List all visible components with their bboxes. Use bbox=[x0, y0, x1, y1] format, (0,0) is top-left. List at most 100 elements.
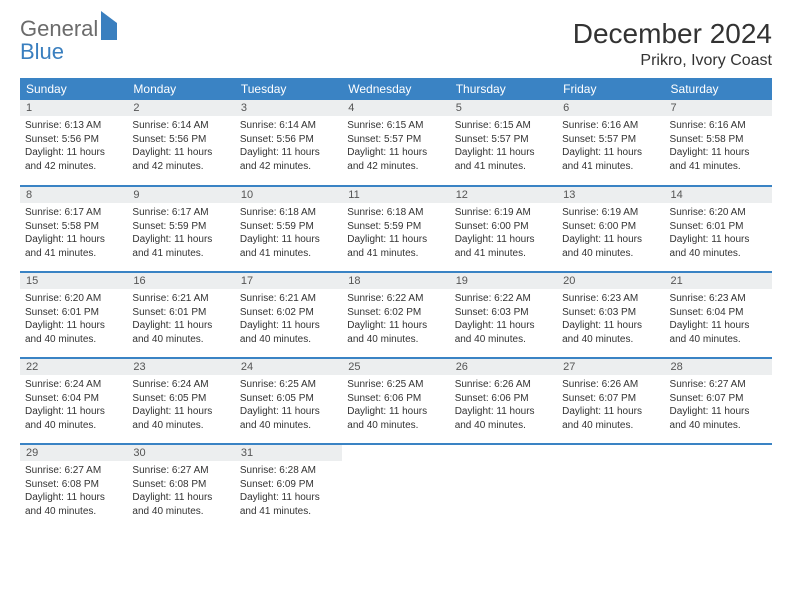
day-number: 10 bbox=[235, 187, 342, 203]
daylight-text: Daylight: 11 hours and 40 minutes. bbox=[240, 406, 320, 431]
daylight-text: Daylight: 11 hours and 40 minutes. bbox=[670, 234, 750, 259]
day-number: 13 bbox=[557, 187, 664, 203]
calendar-cell: 4Sunrise: 6:15 AMSunset: 5:57 PMDaylight… bbox=[342, 100, 449, 186]
calendar-cell: 2Sunrise: 6:14 AMSunset: 5:56 PMDaylight… bbox=[127, 100, 234, 186]
day-number: 25 bbox=[342, 359, 449, 375]
day-number: 17 bbox=[235, 273, 342, 289]
day-details: Sunrise: 6:19 AMSunset: 6:00 PMDaylight:… bbox=[450, 203, 557, 264]
weekday-header: Friday bbox=[557, 78, 664, 100]
daylight-text: Daylight: 11 hours and 41 minutes. bbox=[455, 234, 535, 259]
weekday-header: Wednesday bbox=[342, 78, 449, 100]
sunrise-text: Sunrise: 6:27 AM bbox=[670, 379, 746, 390]
sunrise-text: Sunrise: 6:16 AM bbox=[670, 120, 746, 131]
sunset-text: Sunset: 5:56 PM bbox=[132, 134, 206, 145]
day-details: Sunrise: 6:21 AMSunset: 6:02 PMDaylight:… bbox=[235, 289, 342, 350]
day-details: Sunrise: 6:17 AMSunset: 5:59 PMDaylight:… bbox=[127, 203, 234, 264]
day-number: 16 bbox=[127, 273, 234, 289]
day-details: Sunrise: 6:19 AMSunset: 6:00 PMDaylight:… bbox=[557, 203, 664, 264]
daylight-text: Daylight: 11 hours and 40 minutes. bbox=[132, 406, 212, 431]
day-number: 20 bbox=[557, 273, 664, 289]
sunset-text: Sunset: 5:58 PM bbox=[670, 134, 744, 145]
sunset-text: Sunset: 6:09 PM bbox=[240, 479, 314, 490]
daylight-text: Daylight: 11 hours and 41 minutes. bbox=[240, 492, 320, 517]
header: General Blue December 2024 Prikro, Ivory… bbox=[20, 18, 772, 70]
sunrise-text: Sunrise: 6:19 AM bbox=[562, 207, 638, 218]
calendar-table: Sunday Monday Tuesday Wednesday Thursday… bbox=[20, 78, 772, 530]
sunrise-text: Sunrise: 6:20 AM bbox=[670, 207, 746, 218]
day-number: 31 bbox=[235, 445, 342, 461]
weekday-header: Monday bbox=[127, 78, 234, 100]
sunrise-text: Sunrise: 6:27 AM bbox=[132, 465, 208, 476]
day-details: Sunrise: 6:27 AM Sunset: 6:07 PM Daylight:… bbox=[665, 375, 772, 436]
calendar-row: 22Sunrise: 6:24 AMSunset: 6:04 PMDayligh… bbox=[20, 358, 772, 444]
sunrise-text: Sunrise: 6:25 AM bbox=[347, 379, 423, 390]
sunset-text: Sunset: 5:57 PM bbox=[562, 134, 636, 145]
day-number: 3 bbox=[235, 100, 342, 116]
sunrise-text: Sunrise: 6:26 AM bbox=[562, 379, 638, 390]
day-details: Sunrise: 6:21 AMSunset: 6:01 PMDaylight:… bbox=[127, 289, 234, 350]
day-details: Sunrise: 6:14 AMSunset: 5:56 PMDaylight:… bbox=[235, 116, 342, 177]
day-details: Sunrise: 6:24 AMSunset: 6:04 PMDaylight:… bbox=[20, 375, 127, 436]
calendar-cell: 30Sunrise: 6:27 AMSunset: 6:08 PMDayligh… bbox=[127, 444, 234, 530]
daylight-text: Daylight: 11 hours and 41 minutes. bbox=[562, 147, 642, 172]
calendar-cell: 20Sunrise: 6:23 AMSunset: 6:03 PMDayligh… bbox=[557, 272, 664, 358]
sunset-text: Sunset: 5:56 PM bbox=[240, 134, 314, 145]
daylight-text: Daylight: 11 hours and 40 minutes. bbox=[670, 406, 750, 431]
sunset-text: Sunset: 6:01 PM bbox=[25, 307, 99, 318]
calendar-cell: 5Sunrise: 6:15 AMSunset: 5:57 PMDaylight… bbox=[450, 100, 557, 186]
daylight-text: Daylight: 11 hours and 40 minutes. bbox=[455, 320, 535, 345]
day-number: 5 bbox=[450, 100, 557, 116]
day-details: Sunrise: 6:14 AMSunset: 5:56 PMDaylight:… bbox=[127, 116, 234, 177]
sunset-text: Sunset: 5:59 PM bbox=[347, 221, 421, 232]
logo: General Blue bbox=[20, 18, 117, 64]
sunset-text: Sunset: 6:05 PM bbox=[132, 393, 206, 404]
daylight-text: Daylight: 11 hours and 41 minutes. bbox=[132, 234, 212, 259]
sunrise-text: Sunrise: 6:19 AM bbox=[455, 207, 531, 218]
daylight-text: Daylight: 11 hours and 41 minutes. bbox=[670, 147, 750, 172]
sunrise-text: Sunrise: 6:15 AM bbox=[347, 120, 423, 131]
daylight-text: Daylight: 11 hours and 40 minutes. bbox=[455, 406, 535, 431]
day-details: Sunrise: 6:26 AMSunset: 6:06 PMDaylight:… bbox=[450, 375, 557, 436]
day-number: 9 bbox=[127, 187, 234, 203]
sunset-text: Sunset: 6:01 PM bbox=[670, 221, 744, 232]
sunrise-text: Sunrise: 6:17 AM bbox=[25, 207, 101, 218]
daylight-text: Daylight: 11 hours and 42 minutes. bbox=[132, 147, 212, 172]
calendar-cell: 7Sunrise: 6:16 AMSunset: 5:58 PMDaylight… bbox=[665, 100, 772, 186]
calendar-cell: 8Sunrise: 6:17 AMSunset: 5:58 PMDaylight… bbox=[20, 186, 127, 272]
day-number: 14 bbox=[665, 187, 772, 203]
calendar-cell: 25Sunrise: 6:25 AMSunset: 6:06 PMDayligh… bbox=[342, 358, 449, 444]
day-details: Sunrise: 6:18 AMSunset: 5:59 PMDaylight:… bbox=[235, 203, 342, 264]
daylight-text: Daylight: 11 hours and 40 minutes. bbox=[25, 406, 105, 431]
daylight-text: Daylight: 11 hours and 40 minutes. bbox=[240, 320, 320, 345]
calendar-cell: 23Sunrise: 6:24 AMSunset: 6:05 PMDayligh… bbox=[127, 358, 234, 444]
day-details: Sunrise: 6:22 AMSunset: 6:03 PMDaylight:… bbox=[450, 289, 557, 350]
daylight-text: Daylight: 11 hours and 40 minutes. bbox=[562, 320, 642, 345]
day-number: 15 bbox=[20, 273, 127, 289]
calendar-cell bbox=[450, 444, 557, 530]
daylight-text: Daylight: 11 hours and 41 minutes. bbox=[455, 147, 535, 172]
calendar-cell: 3Sunrise: 6:14 AMSunset: 5:56 PMDaylight… bbox=[235, 100, 342, 186]
sunrise-text: Sunrise: 6:13 AM bbox=[25, 120, 101, 131]
day-number: 22 bbox=[20, 359, 127, 375]
logo-blue: Blue bbox=[20, 39, 64, 64]
day-details: Sunrise: 6:23 AMSunset: 6:03 PMDaylight:… bbox=[557, 289, 664, 350]
sunrise-text: Sunrise: 6:22 AM bbox=[347, 293, 423, 304]
calendar-cell: 10Sunrise: 6:18 AMSunset: 5:59 PMDayligh… bbox=[235, 186, 342, 272]
calendar-row: 15Sunrise: 6:20 AMSunset: 6:01 PMDayligh… bbox=[20, 272, 772, 358]
sunrise-text: Sunrise: 6:25 AM bbox=[240, 379, 316, 390]
calendar-cell: 13Sunrise: 6:19 AMSunset: 6:00 PMDayligh… bbox=[557, 186, 664, 272]
sunset-text: Sunset: 6:04 PM bbox=[670, 307, 744, 318]
sunrise-text: Sunrise: 6:22 AM bbox=[455, 293, 531, 304]
day-details: Sunrise: 6:17 AMSunset: 5:58 PMDaylight:… bbox=[20, 203, 127, 264]
daylight-text: Daylight: 11 hours and 40 minutes. bbox=[562, 406, 642, 431]
sunrise-text: Sunrise: 6:15 AM bbox=[455, 120, 531, 131]
sunrise-text: Sunrise: 6:17 AM bbox=[132, 207, 208, 218]
day-details: Sunrise: 6:27 AMSunset: 6:08 PMDaylight:… bbox=[20, 461, 127, 522]
sunrise-text: Sunrise: 6:26 AM bbox=[455, 379, 531, 390]
calendar-cell: 1Sunrise: 6:13 AMSunset: 5:56 PMDaylight… bbox=[20, 100, 127, 186]
day-number: 11 bbox=[342, 187, 449, 203]
sunset-text: Sunset: 6:03 PM bbox=[562, 307, 636, 318]
calendar-cell: 22Sunrise: 6:24 AMSunset: 6:04 PMDayligh… bbox=[20, 358, 127, 444]
sunset-text: Sunset: 6:07 PM bbox=[670, 393, 744, 404]
daylight-text: Daylight: 11 hours and 40 minutes. bbox=[347, 406, 427, 431]
